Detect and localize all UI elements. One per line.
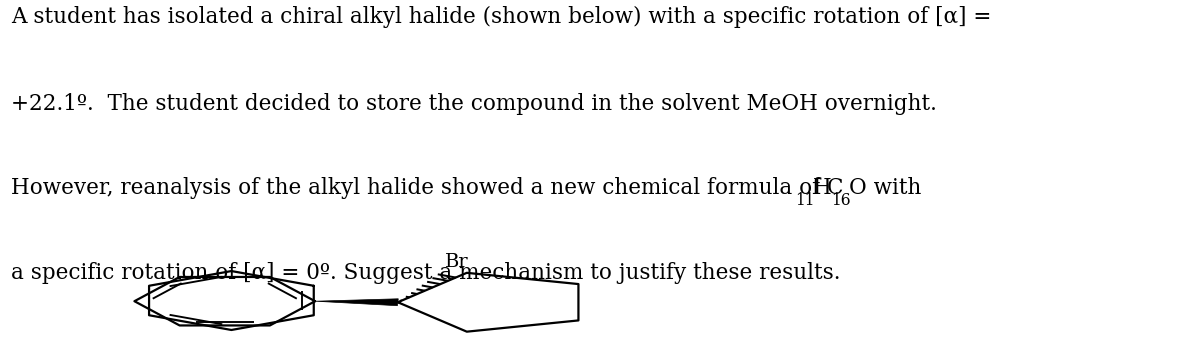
Text: a specific rotation of [α] = 0º. Suggest a mechanism to justify these results.: a specific rotation of [α] = 0º. Suggest… [11,262,840,284]
Text: However, reanalysis of the alkyl halide showed a new chemical formula of C: However, reanalysis of the alkyl halide … [11,177,843,199]
Text: 16: 16 [830,192,851,209]
Text: Br: Br [444,253,468,271]
Text: H: H [813,177,832,199]
Polygon shape [315,299,398,306]
Text: 11: 11 [795,192,814,209]
Text: O with: O with [849,177,922,199]
Text: +22.1º.  The student decided to store the compound in the solvent MeOH overnight: +22.1º. The student decided to store the… [11,93,936,114]
Text: A student has isolated a chiral alkyl halide (shown below) with a specific rotat: A student has isolated a chiral alkyl ha… [11,6,991,28]
